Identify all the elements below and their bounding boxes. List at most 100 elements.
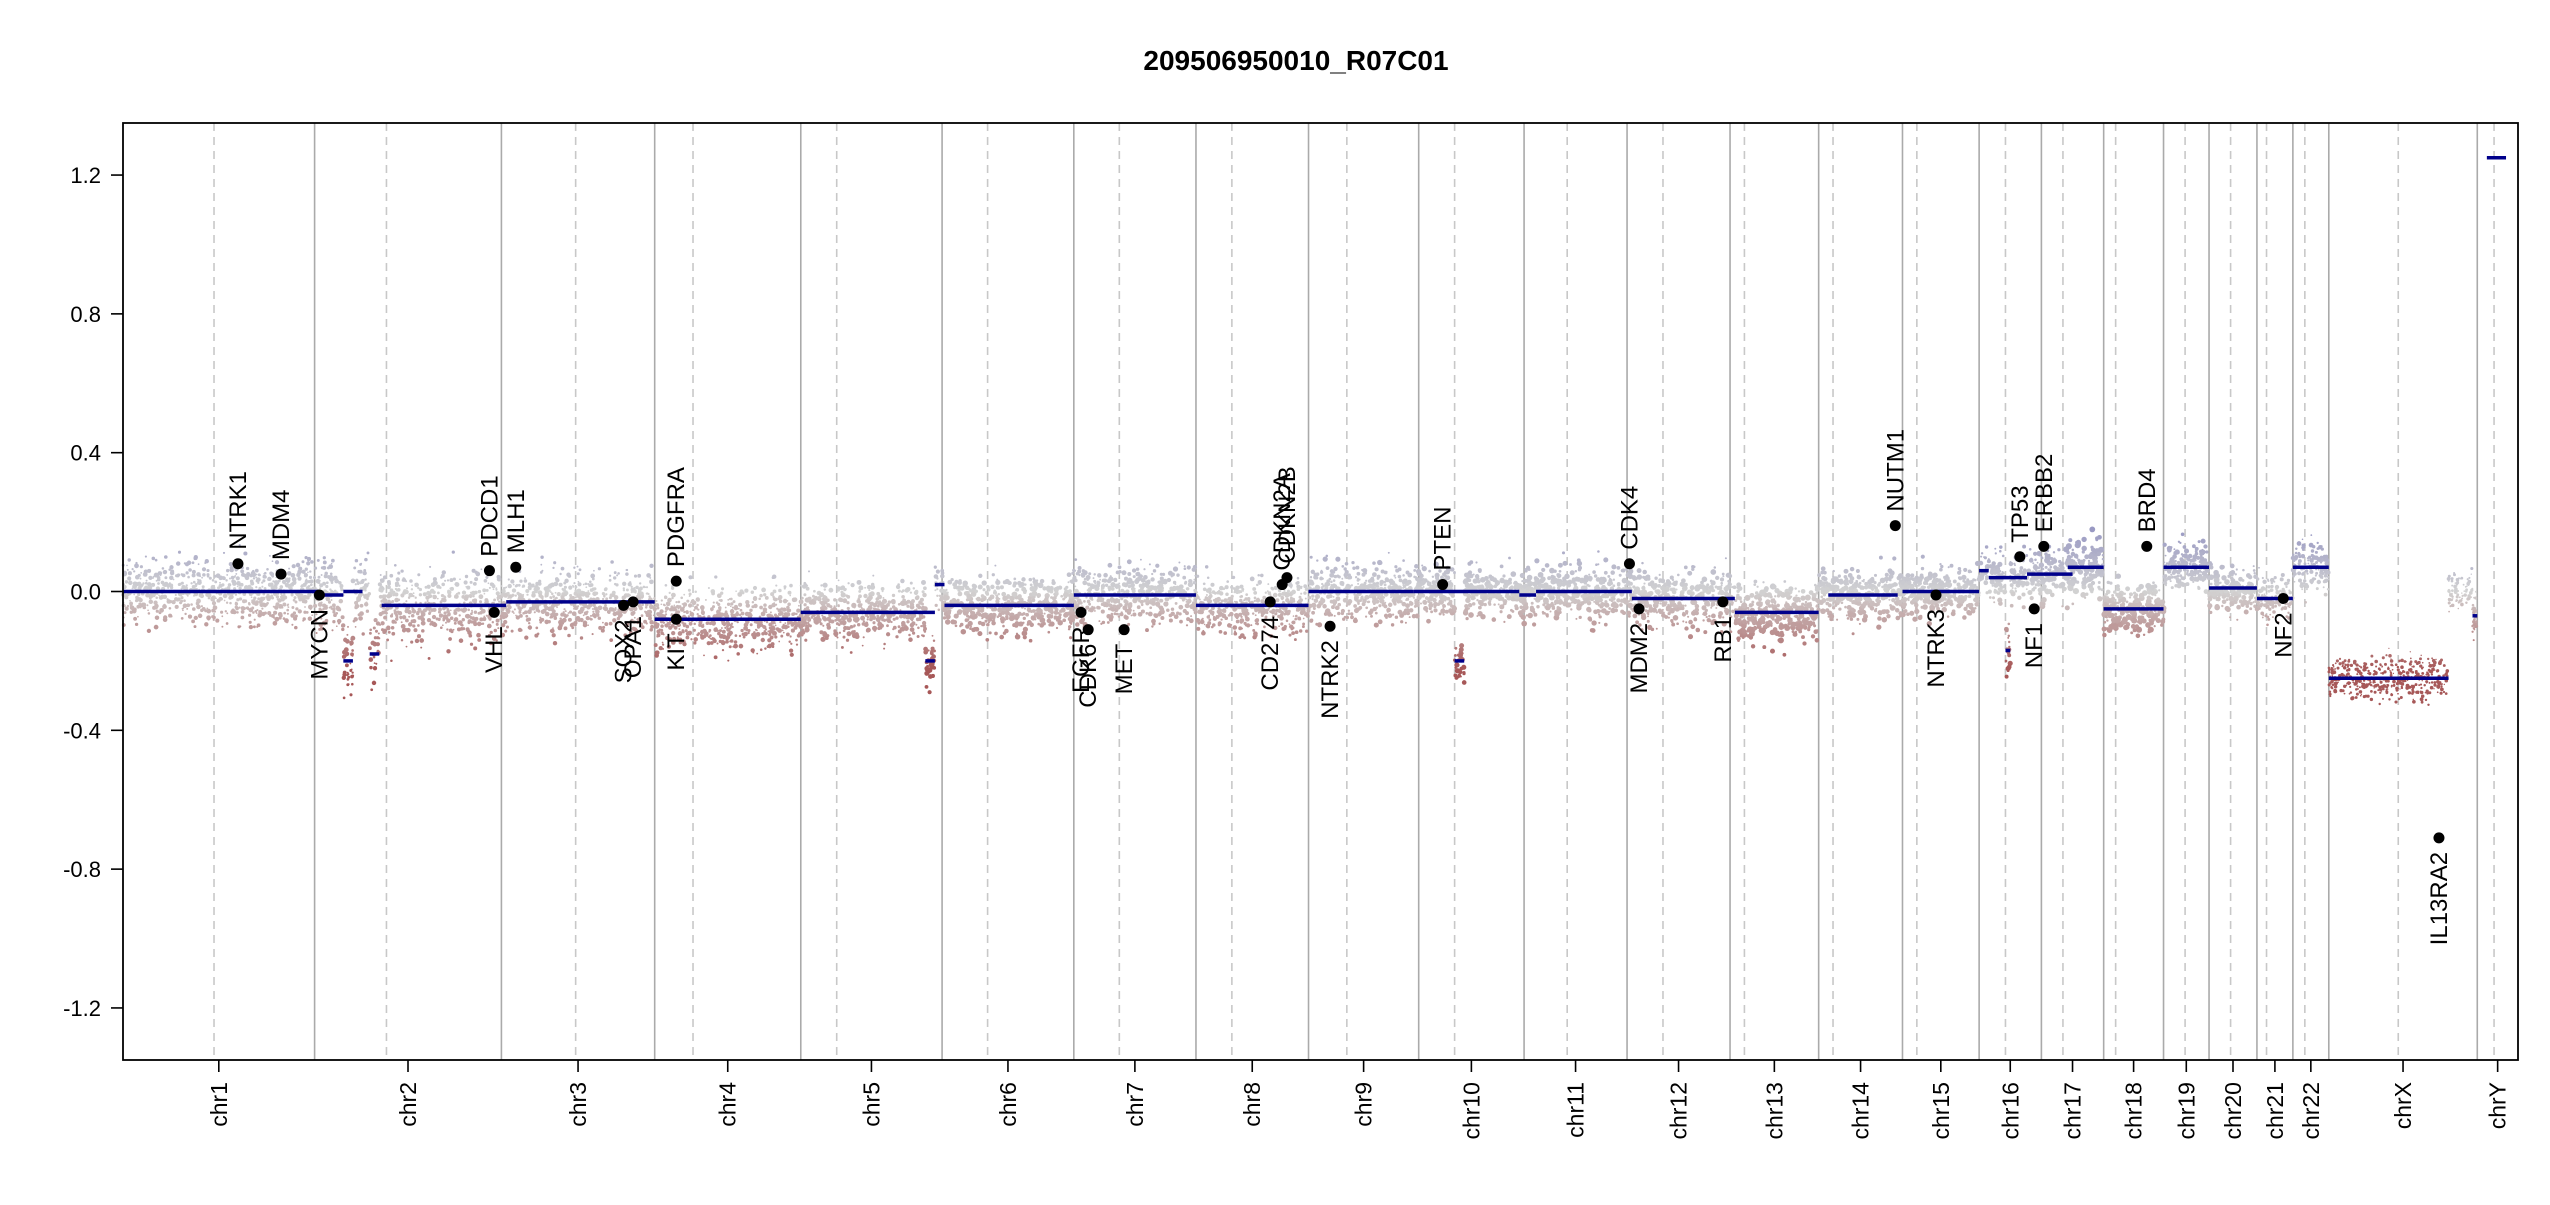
probe-point	[1341, 609, 1345, 613]
probe-point	[872, 621, 875, 624]
probe-point	[868, 595, 873, 600]
probe-point	[563, 614, 565, 616]
probe-point	[471, 611, 473, 613]
probe-point	[1195, 618, 1200, 623]
probe-point	[603, 595, 605, 597]
probe-point	[375, 630, 378, 633]
probe-point	[1199, 610, 1203, 614]
probe-point	[1255, 614, 1257, 616]
probe-point	[484, 593, 486, 595]
probe-point	[760, 648, 763, 651]
probe-point	[637, 574, 641, 578]
probe-point	[136, 598, 139, 601]
probe-point	[721, 640, 725, 644]
probe-point	[1462, 680, 1467, 685]
probe-point	[638, 604, 642, 608]
probe-point	[782, 630, 784, 632]
probe-point	[202, 567, 206, 571]
probe-point	[1015, 634, 1021, 640]
probe-point	[944, 609, 946, 611]
probe-point	[223, 594, 228, 599]
probe-point	[514, 608, 516, 610]
probe-point	[267, 611, 271, 615]
probe-point	[753, 597, 757, 601]
probe-point	[778, 641, 780, 643]
probe-point	[573, 567, 575, 569]
probe-point	[1078, 566, 1082, 570]
probe-point	[743, 626, 748, 631]
probe-point	[410, 641, 413, 644]
probe-point	[159, 574, 161, 576]
probe-point	[1305, 630, 1308, 633]
probe-point	[682, 631, 685, 634]
probe-point	[192, 570, 196, 574]
probe-point	[994, 565, 996, 567]
probe-point	[440, 576, 443, 579]
probe-point	[926, 665, 929, 668]
probe-point	[1168, 571, 1173, 576]
probe-point	[1359, 599, 1362, 602]
probe-point	[470, 596, 472, 598]
probe-point	[1234, 614, 1236, 616]
probe-point	[307, 585, 309, 587]
probe-point	[1204, 588, 1206, 590]
probe-point	[1054, 610, 1059, 615]
probe-point	[763, 593, 766, 596]
probe-point	[1266, 608, 1269, 611]
probe-point	[1332, 599, 1337, 604]
probe-point	[916, 596, 919, 599]
probe-point	[1350, 612, 1353, 615]
probe-point	[693, 623, 696, 626]
probe-point	[561, 567, 565, 571]
probe-point	[1032, 577, 1035, 580]
probe-point	[1147, 579, 1151, 583]
probe-point	[688, 589, 691, 592]
probe-point	[993, 619, 995, 621]
probe-point	[181, 588, 183, 590]
probe-point	[1226, 580, 1229, 583]
probe-point	[572, 611, 577, 616]
probe-point	[1377, 575, 1381, 579]
probe-point	[635, 592, 637, 594]
probe-point	[349, 669, 352, 672]
probe-point	[496, 619, 500, 623]
probe-point	[1315, 576, 1319, 580]
probe-point	[473, 622, 477, 626]
probe-point	[649, 577, 651, 579]
probe-point	[678, 601, 681, 604]
probe-point	[1193, 581, 1196, 584]
probe-point	[1374, 623, 1379, 628]
probe-point	[263, 573, 265, 575]
probe-point	[820, 622, 823, 625]
probe-point	[365, 601, 367, 603]
probe-point	[1372, 572, 1377, 577]
probe-point	[513, 584, 515, 586]
probe-point	[486, 589, 489, 592]
probe-point	[928, 668, 932, 672]
probe-point	[838, 597, 843, 602]
probe-point	[895, 635, 898, 638]
probe-point	[235, 602, 238, 605]
probe-point	[483, 615, 485, 617]
probe-point	[1350, 615, 1354, 619]
probe-point	[943, 595, 949, 601]
probe-point	[238, 581, 240, 583]
probe-point	[872, 626, 877, 631]
probe-point	[270, 595, 273, 598]
probe-point	[830, 619, 834, 623]
probe-point	[1284, 590, 1286, 592]
probe-point	[130, 610, 133, 613]
probe-point	[226, 612, 228, 614]
probe-point	[1124, 577, 1128, 581]
probe-point	[383, 575, 387, 579]
probe-point	[259, 574, 261, 576]
probe-point	[1032, 609, 1036, 613]
probe-point	[1135, 578, 1140, 583]
probe-point	[603, 607, 608, 612]
probe-point	[406, 646, 408, 648]
probe-point	[965, 618, 969, 622]
probe-point	[683, 594, 685, 596]
probe-point	[876, 592, 880, 596]
probe-point	[1003, 631, 1007, 635]
probe-point	[442, 598, 446, 602]
